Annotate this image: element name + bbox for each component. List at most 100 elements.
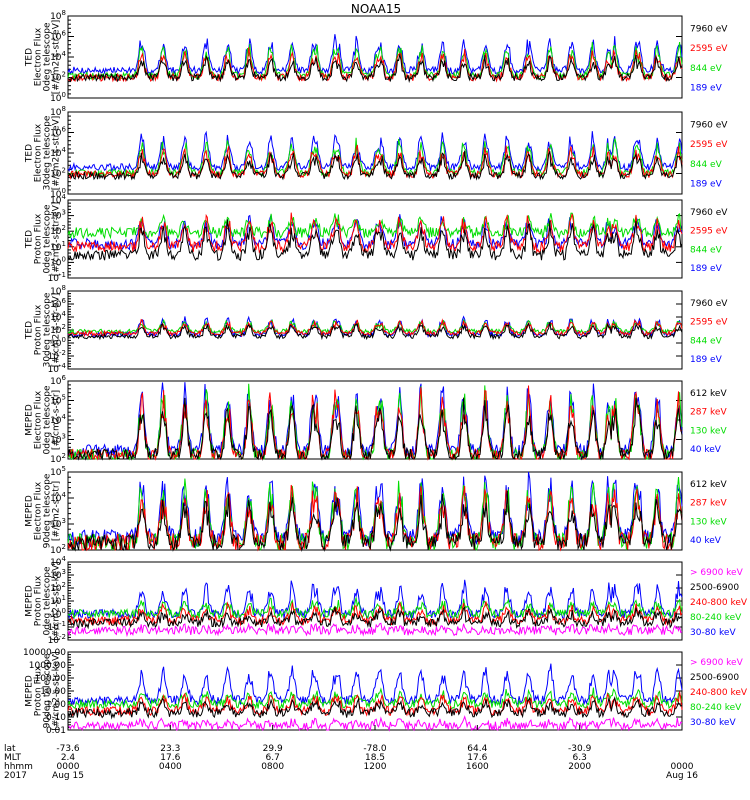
series-line-1 — [67, 322, 683, 341]
ylabel-line: MEPED — [25, 675, 35, 707]
ylabel-line: [#/cm2-s-str-eV] — [52, 20, 62, 95]
x-tick-label-lat: 23.3 — [160, 744, 180, 754]
series-line-3 — [67, 42, 683, 82]
legend-entry: 2500-6900 — [690, 673, 739, 683]
ylabel-line: TED — [25, 321, 35, 340]
ylabel-line: TED — [25, 144, 35, 163]
ylabel-line: [#/cm2-s-str-keV] — [52, 651, 62, 730]
legend-entry: 7960 eV — [690, 208, 728, 218]
x-tick-label-hhmm: 0000 — [57, 762, 80, 772]
ylabel-line: 90deg telescope — [43, 473, 53, 548]
x-tick-label-mlt: 6.7 — [266, 753, 280, 763]
legend-entry: > 6900 keV — [690, 568, 744, 578]
legend-entry: > 6900 keV — [690, 658, 744, 668]
x-tick-label-mlt: 17.6 — [467, 753, 487, 763]
ylabel-line: 90deg telescope — [43, 653, 53, 728]
y-tick-label: 0.01 — [46, 726, 66, 736]
legend-entry: 30-80 keV — [690, 718, 736, 728]
legend-entry: 2595 eV — [690, 44, 728, 54]
panel-ylabel: MEPEDProton Flux90deg telescope[#/cm2-s-… — [25, 651, 62, 730]
ylabel-line: Proton Flux — [34, 213, 44, 264]
series-line-1 — [67, 490, 683, 552]
x-tick-label-mlt: 6.3 — [573, 753, 587, 763]
legend-entry: 844 eV — [690, 336, 723, 346]
xaxis-row-label: MLT — [4, 753, 22, 763]
series-line-3 — [67, 212, 683, 240]
legend-entry: 2500-6900 — [690, 583, 739, 593]
legend-entry: 240-800 keV — [690, 688, 748, 698]
legend-entry: 80-240 keV — [690, 703, 742, 713]
series-line-2 — [67, 144, 683, 180]
series-line-1 — [67, 397, 683, 461]
ylabel-line: Electron Flux — [34, 27, 44, 86]
x-tick-label-date: Aug 16 — [666, 771, 698, 781]
ylabel-line: TED — [25, 230, 35, 249]
legend-entry: 130 keV — [690, 517, 727, 527]
ylabel-line: [#/cm2-s-str-eV] — [52, 116, 62, 191]
legend-entry: 189 eV — [690, 179, 723, 189]
series-line-4 — [67, 34, 683, 76]
panel-ylabel: MEPEDElectron Flux0deg telescope[#/cm2-s… — [25, 385, 62, 455]
ylabel-line: 0deg telescope — [43, 22, 53, 92]
ylabel-line: Electron Flux — [34, 481, 44, 540]
x-tick-label-mlt: 2.4 — [61, 753, 76, 763]
legend-entry: 2595 eV — [690, 318, 728, 328]
series-line-1 — [67, 150, 683, 181]
legend-entry: 612 keV — [690, 389, 727, 399]
x-tick-label-lat: 64.4 — [467, 744, 487, 754]
legend-entry: 844 eV — [690, 245, 723, 255]
ylabel-line: 30deg telescope — [43, 292, 53, 367]
legend-entry: 189 eV — [690, 355, 723, 365]
x-tick-label-mlt: 17.6 — [160, 753, 180, 763]
legend-entry: 287 keV — [690, 499, 727, 509]
ylabel-line: Electron Flux — [34, 390, 44, 449]
figure-title: NOAA15 — [351, 2, 401, 16]
panel-ylabel: TEDElectron Flux0deg telescope[#/cm2-s-s… — [25, 20, 62, 95]
xaxis-row-label: hhmm — [4, 762, 33, 772]
x-tick-label-mlt: 18.5 — [365, 753, 385, 763]
x-tick-label-hhmm: 0000 — [671, 762, 694, 772]
x-tick-label-lat: -73.6 — [56, 744, 80, 754]
legend-entry: 240-800 keV — [690, 598, 748, 608]
series-line-5 — [67, 663, 683, 707]
series-line-2 — [67, 318, 683, 338]
y-tick-label: 1.00 — [46, 700, 66, 710]
series-line-2 — [67, 696, 683, 720]
x-tick-label-lat: -30.9 — [568, 744, 592, 754]
legend-entry: 40 keV — [690, 445, 722, 455]
y-tick-label: 1000.00 — [29, 661, 66, 671]
legend-entry: 7960 eV — [690, 299, 728, 309]
ylabel-line: MEPED — [25, 404, 35, 436]
legend-entry: 2595 eV — [690, 227, 728, 237]
panel-8: 0.010.101.0010.00100.001000.0010000.00ME… — [23, 648, 748, 736]
x-tick-label-hhmm: 0800 — [261, 762, 284, 772]
ylabel-line: [#/cm2-s-str] — [52, 481, 62, 541]
legend-entry: 844 eV — [690, 160, 723, 170]
panel-ylabel: TEDElectron Flux30deg telescope[#/cm2-s-… — [25, 115, 62, 190]
legend-entry: 189 eV — [690, 83, 723, 93]
y-tick-label: 106 — [50, 374, 66, 387]
ylabel-line: 30deg telescope — [43, 115, 53, 190]
ylabel-line: Electron Flux — [34, 123, 44, 182]
series-line-2 — [67, 606, 683, 630]
series-line-3 — [67, 691, 683, 718]
ylabel-line: Proton Flux — [34, 665, 44, 716]
ylabel-line: 0deg telescope — [43, 566, 53, 636]
panel-ylabel: MEPEDElectron Flux90deg telescope[#/cm2-… — [25, 473, 62, 548]
ylabel-line: [#/cm2-s-str-eV] — [52, 202, 62, 277]
ylabel-line: MEPED — [25, 585, 35, 617]
series-line-1 — [67, 715, 683, 732]
panel-ylabel: MEPEDProton Flux0deg telescope[#/cm2-s-s… — [25, 561, 62, 640]
x-tick-label-lat: 29.9 — [263, 744, 283, 754]
x-tick-label-hhmm: 0400 — [159, 762, 182, 772]
ylabel-line: [#/cm2-s-str] — [52, 390, 62, 450]
ylabel-line: TED — [25, 48, 35, 67]
